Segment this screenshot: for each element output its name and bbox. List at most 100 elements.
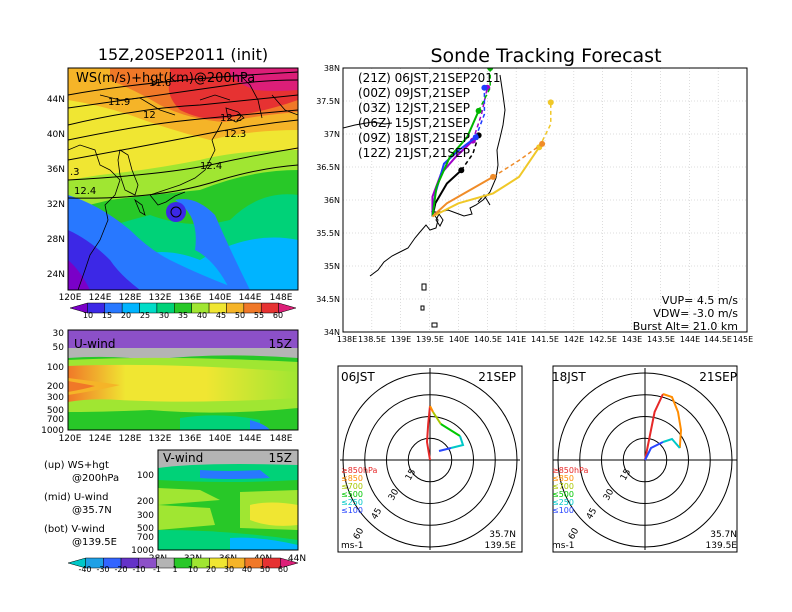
hodo-units: ms-1 [341,541,363,551]
legend-entry: (12Z) 21JST,21SEP [358,146,470,160]
lon-label: 141E [506,335,526,344]
uv-colorbar [67,557,299,569]
pressure-label: 300 [137,511,154,521]
hodo-units: ms-1 [552,541,574,551]
colorbar-label: 55 [254,311,264,320]
hodo-lon: 139.5E [706,541,738,551]
lon-label: 136E [179,434,202,444]
lon-label: 143.5E [647,335,675,344]
hodograph-18jst [552,365,738,553]
hodo-lat: 35.7N [489,530,516,540]
lat-label: 36N [324,196,340,205]
lat-label: 34N [324,328,340,337]
legend-line: @200hPa [72,473,119,484]
hodo-frame [552,365,738,553]
contour-label: 12.3 [224,129,246,140]
level-label: ≤850 [552,474,574,483]
sonde-tracks [431,68,554,218]
colorbar-label: 40 [197,311,207,320]
u-wind-pressure-labels: 30 50 100 200 300 500 700 1000 [41,329,64,436]
contour-label: 12.4 [74,186,96,197]
track-descent [477,68,491,112]
burst-point [475,107,482,114]
ws-colorbar-labels: 10 15 20 25 30 35 40 45 50 55 60 [83,311,283,320]
ring-label: 30 [387,487,402,502]
lat-label: 24N [47,270,65,280]
lat-label: 35.5N [316,229,340,238]
burst-point [472,134,479,141]
hodo-time: 06JST [341,370,375,384]
pressure-label: 700 [137,533,154,543]
hodo-frame [337,365,523,553]
legend-line: @35.7N [72,505,112,516]
lat-label: 28N [47,235,65,245]
hodo-segment [432,411,442,425]
burst-alt-text: Burst Alt= 21.0 km [633,320,738,333]
lat-label: 44N [47,95,65,105]
lon-label: 142E [564,335,584,344]
hodo-segment [429,405,434,413]
lon-label: 141.5E [531,335,559,344]
ring-label: 15 [404,468,418,483]
lon-label: 140E [209,434,232,444]
lon-label: 120E [59,293,82,303]
v-wind-panel [158,450,298,550]
level-label: ≤100 [552,506,574,515]
colorbar-label: 50 [235,311,245,320]
lon-label: 132E [149,293,172,303]
colorbar-label: 45 [216,311,226,320]
pressure-label: 100 [137,471,154,481]
ws-lon-labels: 120E 124E 128E 132E 136E 140E 144E 148E [59,293,293,303]
track-descent [538,102,552,148]
pressure-label: 300 [47,393,64,403]
u-wind-panel [68,330,298,430]
lon-label: 138.5E [358,335,386,344]
colorbar-label: 20 [121,311,131,320]
colorbar-label: 10 [188,565,198,574]
pressure-label: 1000 [131,546,154,556]
hodograph-right-ring-labels: 15 30 45 60 [567,468,633,542]
level-label: ≤250 [552,498,574,507]
level-label: ≤500 [552,490,574,499]
track-descent [475,87,486,138]
lat-label: 38N [324,64,340,73]
colorbar-label: 1 [172,565,177,574]
contour-label: 12.2 [220,113,242,124]
track-descent [492,143,543,178]
hodo-segment [644,441,664,461]
tracking-legend: (21Z) 06JST,21SEP2011 (00Z) 09JST,21SEP … [358,71,500,160]
level-label: ≤250 [341,498,363,507]
track-ascent [431,176,494,218]
colorbar-label: -10 [132,565,145,574]
ring-label: 15 [619,468,633,483]
level-label: ≥850hPa [552,466,589,475]
legend-entry: (00Z) 09JST,21SEP [358,86,470,100]
legend-entry: (09Z) 18JST,21SEP [358,131,470,145]
level-label: ≤700 [552,482,574,491]
hodo-segment [644,393,664,461]
legend-line: (mid) U-wind [44,492,108,503]
lat-label: 37.5N [316,97,340,106]
hodograph-06jst [337,365,523,553]
colorbar-label: 15 [102,311,112,320]
ring-label: 60 [352,526,367,541]
colorbar-label: 60 [278,565,288,574]
legend-line: (bot) V-wind [44,524,105,535]
lon-label: 132E [149,434,172,444]
colorbar-label: -20 [114,565,127,574]
uv-colorbar-labels: -40 -30 -20 -10 -1 1 10 20 30 40 50 60 [78,565,288,574]
lon-label: 144E [239,434,262,444]
ring-label: 45 [370,507,384,522]
tracking-lat-labels: 38N 37.5N 37N 36.5N 36N 35.5N 35N 34.5N … [316,64,340,337]
contour-label: .3 [70,167,80,178]
legend-entry: (03Z) 12JST,21SEP [358,101,470,115]
pressure-label: 200 [137,497,154,507]
lon-label: 128E [119,434,142,444]
legend-line: (up) WS+hgt [44,460,109,471]
colorbar-swatch [280,557,299,569]
level-label: ≥850hPa [341,466,378,475]
lat-label: 44N [288,554,306,564]
hodo-segment [438,447,452,452]
lon-label: 124E [89,434,112,444]
lon-label: 139.5E [416,335,444,344]
